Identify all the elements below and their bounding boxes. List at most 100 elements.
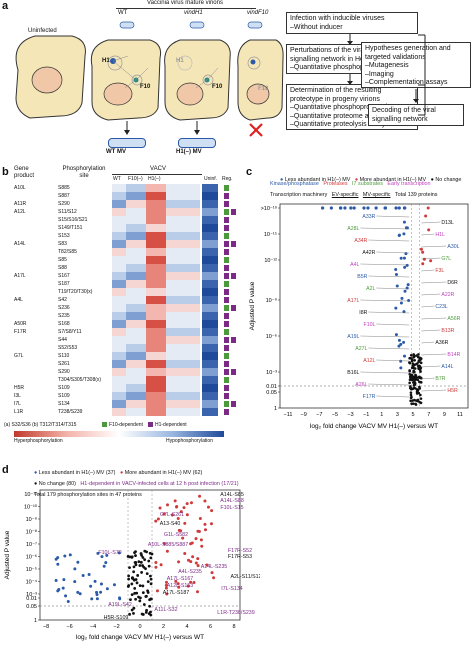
c-protein-label: A14L	[441, 364, 453, 370]
d-point-more	[177, 585, 181, 589]
d-point-more	[196, 564, 200, 568]
c-leader	[360, 263, 410, 266]
heatmap-cell	[112, 192, 126, 200]
c-xtick: −9	[300, 412, 306, 418]
heatmap-cell	[112, 304, 126, 312]
heatmap-site: S7/S8/Y11	[58, 329, 82, 335]
d-point-less	[64, 594, 68, 598]
d-point	[142, 603, 146, 606]
heatmap-site: S887	[58, 193, 70, 199]
d-point-more	[198, 494, 202, 498]
c-leader	[421, 269, 435, 272]
heatmap-cell	[202, 392, 218, 400]
c-point-less	[383, 206, 388, 210]
c-leader	[360, 299, 410, 302]
c-point-less	[402, 206, 407, 210]
d-point	[139, 560, 143, 564]
heatmap-cell	[126, 200, 146, 208]
d-point-more	[174, 579, 178, 583]
d-point	[138, 584, 142, 588]
box-infection: Infection with inducible viruses –Without…	[286, 12, 418, 34]
panel-a-label: a	[2, 0, 9, 12]
d-site-label: F10L-S15	[220, 505, 243, 511]
strain-wt: WT	[118, 10, 128, 16]
d-point	[150, 552, 154, 556]
heatmap-cell	[126, 296, 146, 304]
heatmap-cell	[202, 232, 218, 240]
c-protein-label: A56R	[447, 316, 460, 322]
d-point	[126, 585, 130, 588]
heatmap-cell	[166, 264, 200, 272]
heatmap-cell	[146, 312, 166, 320]
d-site-label: A2L-S11/S12	[230, 574, 260, 580]
heatmap-site: S88	[58, 265, 67, 271]
heatmap-cell	[126, 264, 146, 272]
heatmap-cell	[166, 320, 200, 328]
heatmap-site: S168	[58, 321, 70, 327]
c-xtick: 1	[380, 412, 383, 418]
d-point-more	[183, 552, 187, 556]
d-point	[150, 597, 153, 601]
heatmap-cell	[166, 248, 200, 256]
heatmap-site: S236	[58, 305, 70, 311]
heatmap-site: S109	[58, 385, 70, 391]
c-point	[408, 369, 411, 373]
d-ytick: 10⁻¹¹	[24, 492, 37, 498]
d-point-more	[187, 558, 191, 562]
d-point	[143, 558, 147, 562]
d-ytick: 0.05	[26, 604, 37, 610]
d-site-label: A17L-S167	[167, 576, 194, 582]
legend-d-more: ● More abundant in H1(–) MV (62)	[119, 470, 203, 476]
d-point-more	[154, 519, 158, 523]
heatmap-site: S153	[58, 233, 70, 239]
heatmap-cell	[126, 304, 146, 312]
d-point	[135, 581, 139, 585]
legend-nochange: ● No change	[430, 177, 462, 183]
d-point-more	[189, 580, 193, 584]
d-point-less	[76, 590, 80, 594]
plot-c-frame	[279, 203, 469, 409]
c-point-less	[407, 298, 411, 302]
uninfected-cell	[15, 35, 86, 119]
heatmap-cell	[146, 328, 166, 336]
c-xtick: 7	[427, 412, 430, 418]
d-point	[149, 577, 153, 581]
c-point-less	[362, 206, 366, 210]
d-xlabel: log₂ fold change VACV MV H1(–) versus WT	[76, 634, 204, 641]
cat-kinase: Kinase/phosphatase	[270, 181, 319, 187]
d-point-more	[203, 499, 207, 503]
heatmap-cell	[126, 328, 146, 336]
d-ytick: 0.01	[26, 596, 37, 602]
c-point-more	[421, 262, 425, 266]
d-site-label: A17L-S187	[163, 590, 190, 596]
c-point	[408, 361, 411, 364]
d-point-more	[203, 522, 207, 526]
d-point-more	[177, 528, 181, 532]
reg-marker	[224, 313, 229, 319]
d-point-more	[164, 583, 168, 587]
c-point-less	[402, 256, 406, 260]
d-xtick: 4	[185, 624, 188, 630]
c-point-less	[397, 233, 401, 237]
d-point-less	[68, 553, 72, 557]
heatmap-gene: G7L	[14, 353, 24, 359]
d-point-more	[209, 522, 213, 526]
heatmap-cell	[126, 248, 146, 256]
heatmap-cell	[166, 240, 200, 248]
d-point	[141, 564, 144, 567]
c-point	[415, 389, 419, 393]
c-point	[409, 399, 412, 403]
c-point	[417, 391, 421, 395]
heatmap-cell	[112, 208, 126, 216]
heatmap-cell	[202, 240, 218, 248]
c-xtick: 3	[396, 412, 399, 418]
c-point-less	[329, 206, 333, 210]
heatmap-cell	[202, 216, 218, 224]
c-point-less	[397, 338, 401, 342]
reg-marker	[224, 401, 229, 407]
d-point	[145, 572, 149, 576]
c-leader	[376, 359, 410, 362]
reg-marker	[224, 305, 229, 311]
heatmap-cell	[166, 304, 200, 312]
heatmap-cell	[202, 192, 218, 200]
